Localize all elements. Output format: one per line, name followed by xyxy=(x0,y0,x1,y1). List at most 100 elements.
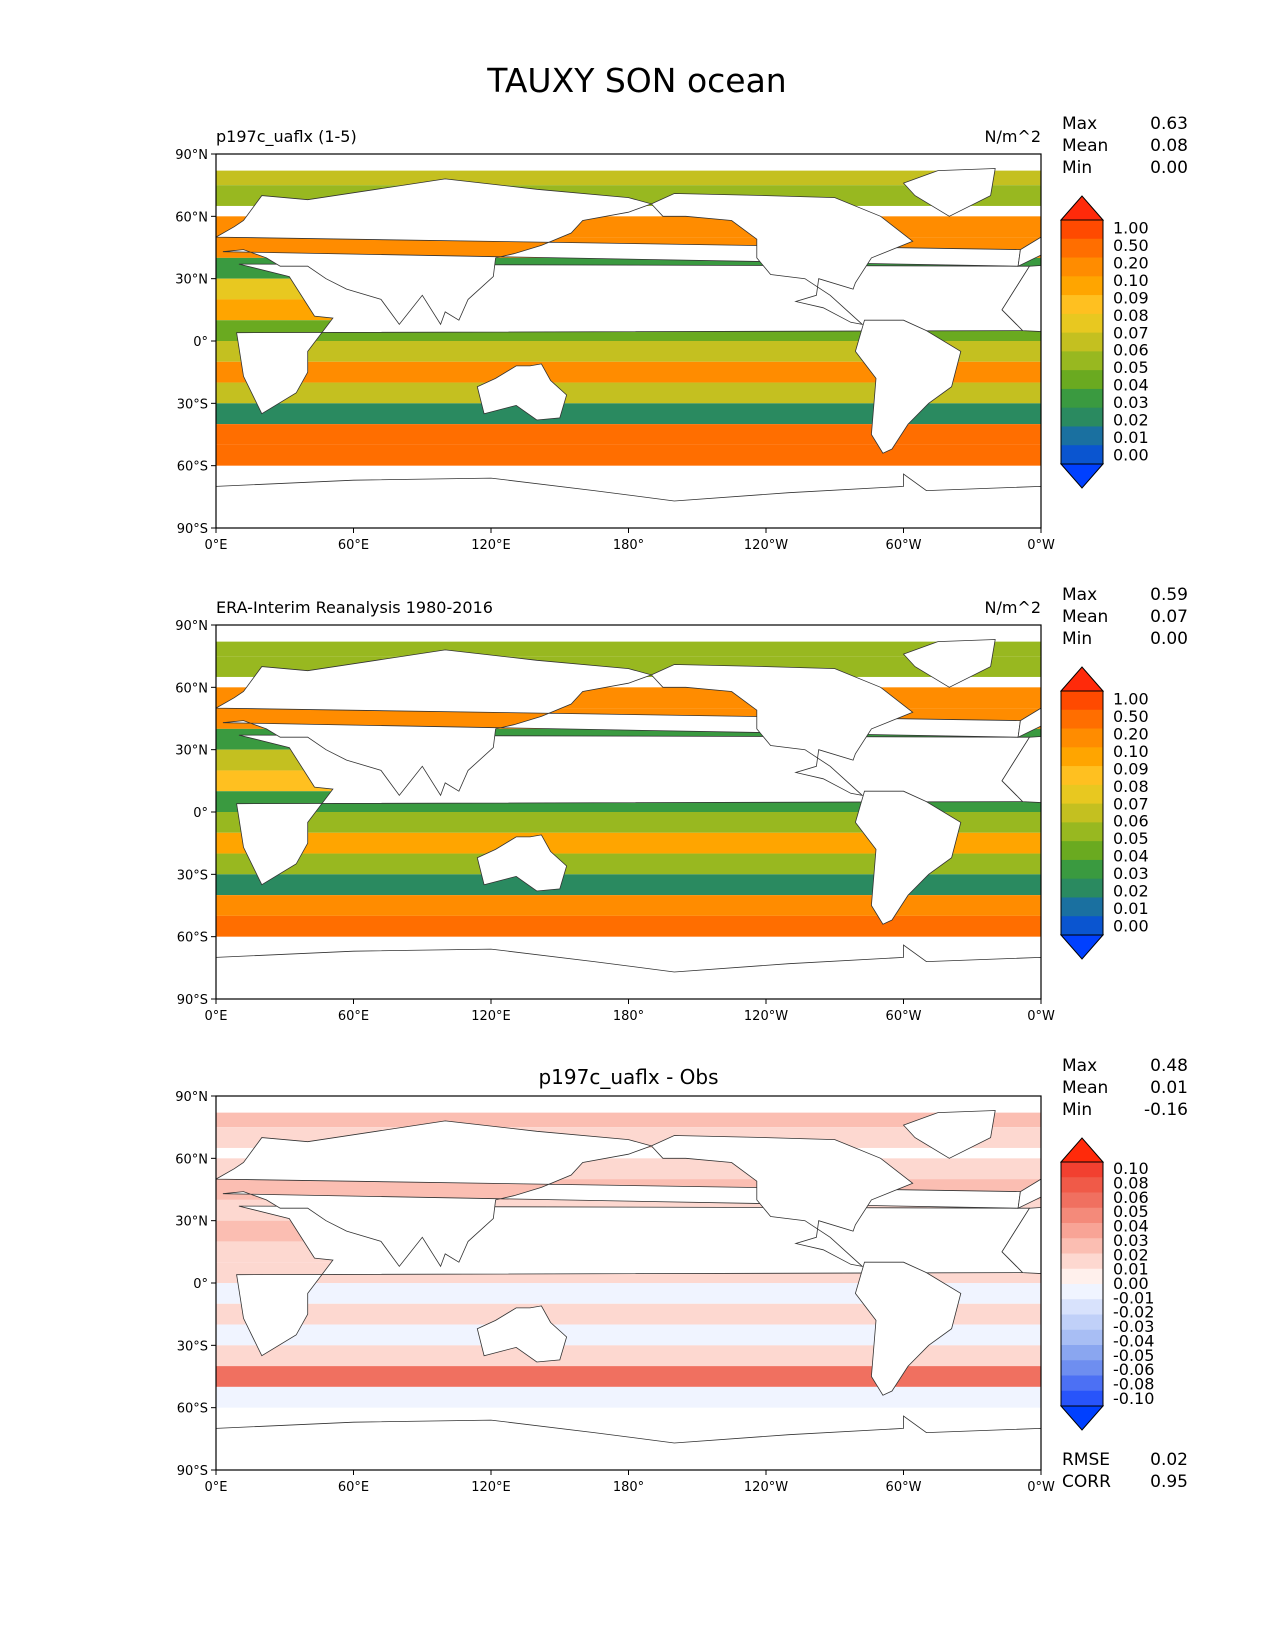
colorbar-label: 0.04 xyxy=(1113,847,1149,866)
landmass-south-america xyxy=(854,319,962,454)
landmass-europe-asia xyxy=(216,178,1021,326)
colorbar-label: -0.02 xyxy=(1113,1303,1154,1322)
stat-value: -0.16 xyxy=(1144,1100,1188,1120)
colorbar-swatch xyxy=(1061,220,1103,240)
landmass-europe-asia-wrap xyxy=(1017,1178,1041,1209)
colorbar-label: 0.06 xyxy=(1113,1188,1149,1207)
x-tick-label: 60°W xyxy=(886,538,922,553)
colorbar-top-extend xyxy=(1059,666,1105,692)
colorbar-label: -0.08 xyxy=(1113,1374,1154,1393)
x-tick-label: 120°W xyxy=(744,1009,788,1024)
colorbar-label: 0.03 xyxy=(1113,864,1149,883)
x-tick-label: 180° xyxy=(613,538,644,553)
colorbar-label: 0.02 xyxy=(1113,1245,1149,1264)
ocean-band xyxy=(216,1112,1041,1128)
ocean-band xyxy=(216,1324,1041,1346)
colorbar-label: 0.50 xyxy=(1113,236,1149,255)
ocean-band xyxy=(216,170,1041,186)
y-tick-label: 0° xyxy=(193,335,208,350)
colorbar-label: 0.08 xyxy=(1113,306,1149,325)
landmass-north-america xyxy=(650,664,914,797)
colorbar-swatch xyxy=(1061,370,1103,390)
colorbar-swatch xyxy=(1061,691,1103,711)
stat-label: Mean xyxy=(1062,607,1108,627)
y-tick-label: 90°S xyxy=(177,522,208,537)
colorbar-swatch xyxy=(1061,313,1103,334)
colorbar-label: 0.02 xyxy=(1113,410,1149,429)
colorbar-label: 0.05 xyxy=(1113,358,1149,377)
landmass-north-america xyxy=(650,193,914,326)
ocean-band xyxy=(216,895,1041,916)
map-area xyxy=(216,1096,1041,1470)
y-tick-label: 30°S xyxy=(177,868,208,883)
colorbar-label: 0.20 xyxy=(1113,725,1149,744)
colorbar-swatch xyxy=(1061,784,1103,805)
colorbar-swatch xyxy=(1061,1268,1103,1285)
colorbar-swatch xyxy=(1061,1162,1103,1178)
map-area xyxy=(216,625,1041,999)
colorbar-bottom-extend xyxy=(1059,463,1105,489)
colorbar-swatch xyxy=(1061,1177,1103,1193)
colorbar-label: 1.00 xyxy=(1113,690,1149,709)
colorbar-swatch xyxy=(1061,1345,1103,1361)
colorbar-label: 0.04 xyxy=(1113,376,1149,395)
colorbar-label: 0.04 xyxy=(1113,1217,1149,1236)
stat-label: Max xyxy=(1062,114,1097,134)
ocean-band xyxy=(216,1283,1041,1304)
x-tick-label: 120°W xyxy=(744,1480,788,1495)
colorbar-label: 0.07 xyxy=(1113,794,1149,813)
colorbar-swatch xyxy=(1061,916,1103,936)
panel-units: N/m^2 xyxy=(984,127,1041,146)
x-tick-label: 180° xyxy=(613,1480,644,1495)
panel-left-title: ERA-Interim Reanalysis 1980-2016 xyxy=(216,598,493,617)
stat-value: 0.01 xyxy=(1150,1078,1188,1098)
y-tick-label: 30°S xyxy=(177,1339,208,1354)
x-tick-label: 0°E xyxy=(205,538,228,553)
x-tick-label: 60°E xyxy=(338,538,369,553)
colorbar-swatch xyxy=(1061,407,1103,427)
stat-value: 0.63 xyxy=(1150,114,1188,134)
y-tick-label: 30°S xyxy=(177,397,208,412)
colorbar-label: 0.01 xyxy=(1113,899,1149,918)
colorbar-swatch xyxy=(1061,1299,1103,1315)
landmass-south-america xyxy=(854,1261,962,1396)
ocean-band xyxy=(216,874,1041,896)
landmass-greenland xyxy=(902,1110,996,1159)
ocean-band xyxy=(216,1345,1041,1367)
x-tick-label: 0°E xyxy=(205,1480,228,1495)
ocean-band xyxy=(216,444,1041,466)
y-tick-label: 0° xyxy=(193,806,208,821)
landmass-antarctica xyxy=(216,473,1041,528)
stat-value: 0.08 xyxy=(1150,136,1188,156)
stat-value: 0.59 xyxy=(1150,585,1188,605)
y-tick-label: 60°S xyxy=(177,931,208,946)
landmass-greenland xyxy=(902,168,996,217)
y-tick-label: 30°N xyxy=(175,273,208,288)
colorbar-label: -0.05 xyxy=(1113,1346,1154,1365)
colorbar-label: -0.03 xyxy=(1113,1317,1154,1336)
y-tick-label: 30°N xyxy=(175,1215,208,1230)
stat-label: Mean xyxy=(1062,1078,1108,1098)
x-tick-label: 120°W xyxy=(744,538,788,553)
colorbar-swatch xyxy=(1061,332,1103,352)
colorbar-label: 0.01 xyxy=(1113,428,1149,447)
x-tick-label: 60°E xyxy=(338,1009,369,1024)
y-tick-label: 90°S xyxy=(177,993,208,1008)
stat-label: Min xyxy=(1062,629,1092,649)
colorbar-bottom-extend xyxy=(1059,1405,1105,1431)
x-tick-label: 180° xyxy=(613,1009,644,1024)
ocean-band xyxy=(216,641,1041,657)
colorbar-label: 0.00 xyxy=(1113,1274,1149,1293)
y-tick-label: 60°S xyxy=(177,460,208,475)
y-tick-label: 90°N xyxy=(175,148,208,163)
colorbar-top-extend xyxy=(1059,1137,1105,1163)
colorbar-swatch xyxy=(1061,1192,1103,1209)
colorbar-label: 0.02 xyxy=(1113,881,1149,900)
colorbar-label: 0.01 xyxy=(1113,1260,1149,1279)
main-title: TAUXY SON ocean xyxy=(486,61,786,100)
colorbar-label: 0.00 xyxy=(1113,916,1149,935)
stat-value: 0.00 xyxy=(1150,158,1188,178)
colorbar-swatch xyxy=(1061,388,1103,409)
map-area xyxy=(216,154,1041,528)
